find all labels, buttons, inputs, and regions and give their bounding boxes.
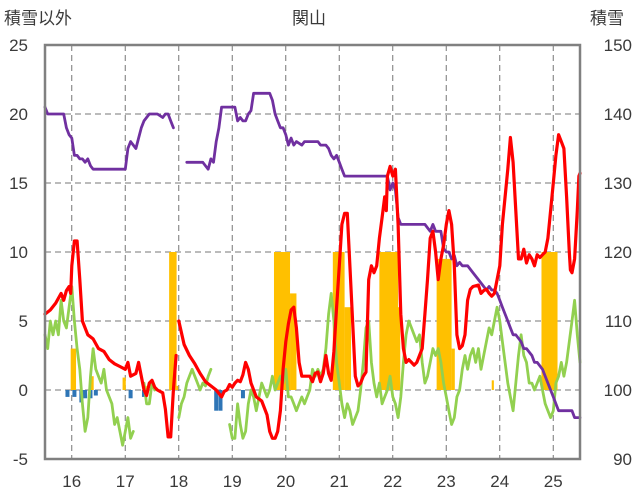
orange-bar <box>90 376 94 390</box>
blue-bar <box>128 390 133 399</box>
blue-bar <box>218 390 223 411</box>
left-tick-label: 15 <box>9 174 28 193</box>
orange-bar <box>176 385 179 390</box>
orange-bars <box>70 252 558 390</box>
left-axis-label: 積雪以外 <box>4 9 72 29</box>
x-ticks: 16 17 18 19 20 21 22 23 24 25 <box>62 472 562 491</box>
orange-bar <box>122 377 126 390</box>
right-tick-label: 120 <box>604 243 632 262</box>
plot-frame <box>43 43 582 461</box>
x-tick-label: 24 <box>490 472 509 491</box>
orange-bar <box>332 252 345 390</box>
right-tick-label: 150 <box>604 36 632 55</box>
chart-title: 関山 <box>292 9 326 29</box>
red-series-line <box>177 133 582 440</box>
green-series-line <box>43 285 135 447</box>
left-tick-label: 25 <box>9 36 28 55</box>
right-tick-label: 130 <box>604 174 632 193</box>
orange-bar <box>391 307 401 390</box>
x-tick-label: 16 <box>62 472 81 491</box>
x-tick-label: 25 <box>544 472 563 491</box>
series-lines <box>43 91 582 447</box>
right-tick-label: 100 <box>604 381 632 400</box>
x-tick-label: 19 <box>223 472 242 491</box>
x-tick-label: 17 <box>116 472 135 491</box>
x-tick-label: 20 <box>276 472 295 491</box>
right-y-ticks: 90 100 110 120 130 140 150 <box>604 36 632 469</box>
blue-bar <box>65 390 70 397</box>
left-tick-label: -5 <box>13 450 28 469</box>
blue-bar <box>240 390 245 399</box>
right-tick-label: 110 <box>605 312 632 331</box>
left-y-ticks: -5 0 5 10 15 20 25 <box>9 36 28 469</box>
orange-bar <box>344 307 352 390</box>
left-tick-label: 10 <box>9 243 28 262</box>
orange-bar <box>290 293 297 390</box>
right-tick-label: 140 <box>604 105 632 124</box>
x-tick-label: 23 <box>437 472 456 491</box>
orange-bar <box>491 380 494 390</box>
x-tick-label: 18 <box>169 472 188 491</box>
blue-bar <box>83 390 88 399</box>
right-tick-label: 90 <box>613 450 632 469</box>
red-series-line <box>43 239 178 439</box>
left-tick-label: 20 <box>9 105 28 124</box>
right-axis-label: 積雪 <box>590 9 624 29</box>
blue-bar <box>214 390 219 411</box>
orange-bar <box>541 252 558 390</box>
orange-bar <box>451 348 455 390</box>
green-series-line <box>177 367 213 420</box>
left-tick-label: 5 <box>19 312 28 331</box>
purple-series-line <box>43 105 175 171</box>
orange-bar <box>169 252 177 390</box>
x-tick-label: 21 <box>330 472 349 491</box>
x-tick-label: 22 <box>383 472 402 491</box>
orange-bar <box>70 348 77 390</box>
blue-bar <box>93 390 98 396</box>
left-tick-label: 0 <box>19 381 28 400</box>
blue-bar <box>72 390 77 397</box>
